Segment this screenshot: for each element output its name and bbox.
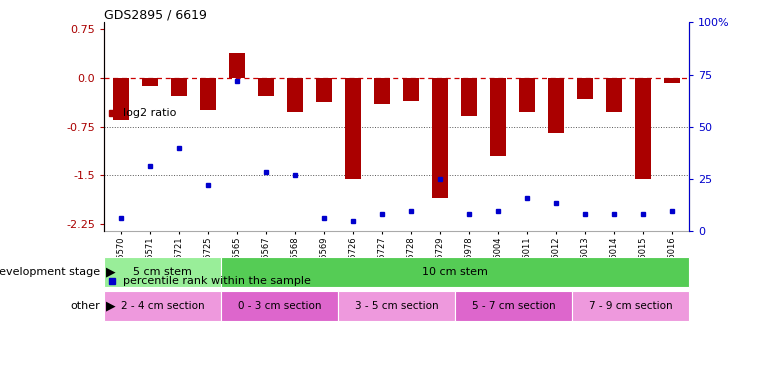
Bar [634, 78, 651, 178]
Bar [548, 78, 564, 133]
Bar [142, 78, 159, 86]
Bar [221, 257, 689, 287]
Bar [519, 78, 535, 112]
Text: 5 cm stem: 5 cm stem [133, 267, 192, 277]
Text: development stage: development stage [0, 267, 100, 277]
Text: log2 ratio: log2 ratio [123, 108, 176, 117]
Bar [374, 78, 390, 104]
Text: 5 - 7 cm section: 5 - 7 cm section [472, 301, 555, 310]
Bar [200, 78, 216, 110]
Bar [221, 291, 338, 321]
Bar [287, 78, 303, 112]
Bar [104, 257, 221, 287]
Bar [664, 78, 680, 83]
Bar [258, 78, 274, 96]
Bar [338, 291, 455, 321]
Bar [403, 78, 419, 101]
Bar [490, 78, 506, 156]
Bar [461, 78, 477, 116]
Bar [606, 78, 622, 112]
Bar [104, 291, 221, 321]
Bar [113, 78, 129, 120]
Bar [455, 291, 572, 321]
Text: other: other [70, 301, 100, 310]
Text: GDS2895 / 6619: GDS2895 / 6619 [104, 8, 207, 21]
Bar [316, 78, 332, 102]
Bar [171, 78, 187, 96]
Bar [577, 78, 593, 99]
Text: 0 - 3 cm section: 0 - 3 cm section [238, 301, 321, 310]
Bar [229, 53, 245, 78]
Bar [345, 78, 361, 178]
Text: percentile rank within the sample: percentile rank within the sample [123, 276, 311, 286]
Bar [572, 291, 689, 321]
Text: 2 - 4 cm section: 2 - 4 cm section [121, 301, 204, 310]
Text: ▶: ▶ [102, 266, 116, 278]
Text: 7 - 9 cm section: 7 - 9 cm section [589, 301, 672, 310]
Bar [432, 78, 448, 198]
Text: 10 cm stem: 10 cm stem [422, 267, 488, 277]
Text: 3 - 5 cm section: 3 - 5 cm section [355, 301, 438, 310]
Text: ▶: ▶ [102, 299, 116, 312]
